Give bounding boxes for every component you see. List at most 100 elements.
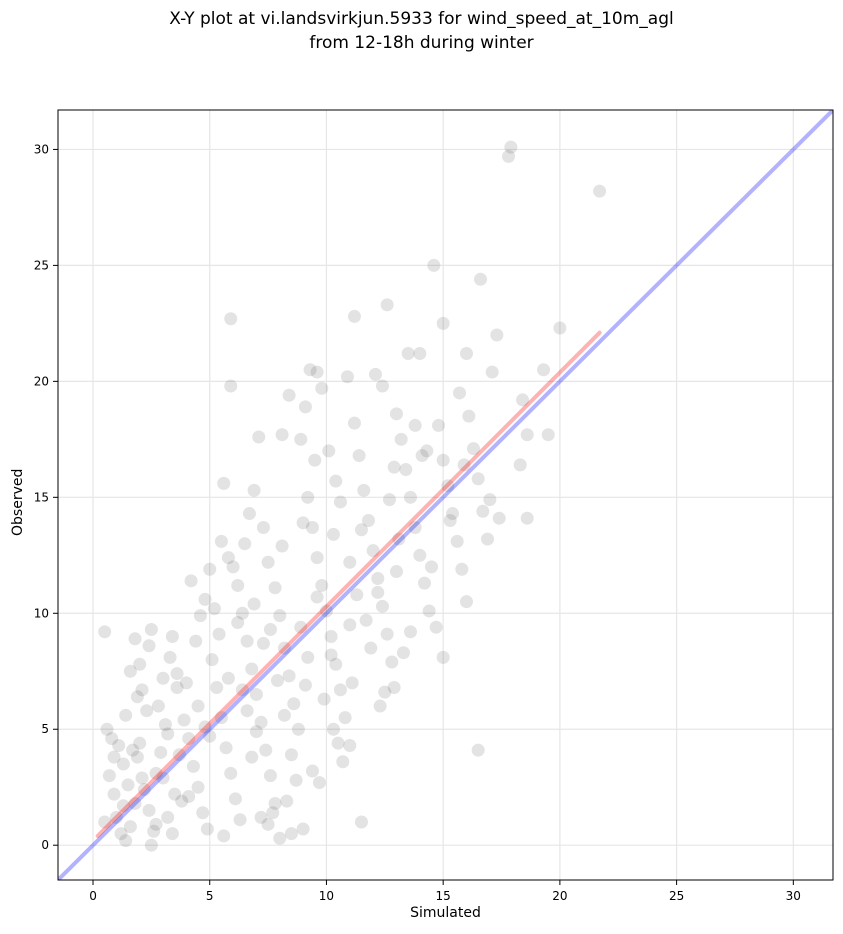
x-tick-label: 25 — [669, 889, 684, 903]
y-tick-label: 0 — [41, 838, 49, 852]
scatter-point — [217, 829, 231, 843]
identity-line — [58, 110, 833, 880]
scatter-point — [427, 258, 441, 272]
scatter-point — [389, 565, 403, 579]
scatter-point — [324, 648, 338, 662]
scatter-points — [98, 140, 607, 852]
scatter-point — [436, 453, 450, 467]
scatter-point — [235, 683, 249, 697]
scatter-point — [240, 704, 254, 718]
scatter-point — [455, 562, 469, 576]
scatter-point — [371, 571, 385, 585]
scatter-point — [460, 347, 474, 361]
scatter-point — [144, 838, 158, 852]
y-tick-label: 15 — [34, 490, 49, 504]
scatter-point — [128, 796, 142, 810]
scatter-point — [137, 783, 151, 797]
scatter-point — [158, 718, 172, 732]
scatter-point — [175, 794, 189, 808]
scatter-point — [114, 827, 128, 841]
scatter-point — [541, 428, 555, 442]
scatter-point — [467, 442, 481, 456]
scatter-point — [343, 738, 357, 752]
scatter-point — [133, 736, 147, 750]
scatter-point — [366, 544, 380, 558]
scatter-point — [485, 365, 499, 379]
scatter-point — [224, 312, 238, 326]
scatter-point — [492, 511, 506, 525]
scatter-point — [333, 683, 347, 697]
scatter-point — [436, 316, 450, 330]
scatter-point — [308, 453, 322, 467]
x-tick-label: 15 — [436, 889, 451, 903]
scatter-point — [301, 490, 315, 504]
scatter-point — [371, 585, 385, 599]
scatter-point — [322, 444, 336, 458]
scatter-point — [98, 815, 112, 829]
scatter-point — [354, 523, 368, 537]
scatter-point — [347, 416, 361, 430]
scatter-point — [287, 697, 301, 711]
scatter-point — [303, 363, 317, 377]
scatter-point — [130, 750, 144, 764]
scatter-point — [228, 792, 242, 806]
scatter-point — [149, 817, 163, 831]
scatter-point — [476, 504, 490, 518]
scatter-point — [165, 827, 179, 841]
y-axis-label: Observed — [10, 468, 26, 536]
scatter-point — [424, 560, 438, 574]
scatter-point — [119, 708, 133, 722]
scatter-point — [301, 650, 315, 664]
scatter-point — [210, 681, 224, 694]
scatter-point — [389, 407, 403, 421]
x-tick-label: 5 — [206, 889, 214, 903]
scatter-point — [298, 400, 312, 414]
scatter-point — [474, 272, 488, 286]
scatter-point — [198, 720, 212, 734]
scatter-point — [593, 184, 607, 198]
scatter-point — [429, 620, 443, 634]
scatter-point — [343, 555, 357, 569]
scatter-point — [130, 690, 144, 704]
scatter-point — [443, 514, 457, 528]
scatter-point — [119, 834, 133, 848]
scatter-point — [254, 715, 268, 729]
scatter-point — [247, 483, 261, 497]
scatter-point — [191, 780, 205, 794]
scatter-point — [224, 379, 238, 393]
scatter-point — [182, 790, 196, 804]
scatter-point — [343, 618, 357, 632]
scatter-point — [156, 671, 170, 685]
x-tick-label: 20 — [552, 889, 567, 903]
scatter-point — [359, 613, 373, 627]
scatter-point — [457, 458, 471, 472]
scatter-point — [347, 309, 361, 323]
scatter-point — [326, 527, 340, 541]
scatter-point — [392, 532, 406, 546]
scatter-point — [191, 699, 205, 713]
scatter-point — [135, 683, 149, 697]
scatter-point — [394, 432, 408, 446]
scatter-point — [261, 817, 275, 831]
scatter-point — [217, 476, 231, 490]
scatter-point — [245, 750, 259, 764]
scatter-point — [172, 748, 186, 762]
scatter-point — [436, 650, 450, 664]
scatter-point — [329, 474, 343, 488]
scatter-point — [149, 766, 163, 780]
scatter-point — [203, 729, 217, 743]
scatter-point — [275, 428, 289, 442]
scatter-point — [284, 748, 298, 762]
scatter-point — [238, 537, 252, 551]
scatter-point — [263, 623, 277, 637]
scatter-point — [382, 493, 396, 507]
scatter-point — [420, 444, 434, 458]
y-tick-label: 30 — [34, 142, 49, 156]
scatter-point — [177, 713, 191, 727]
scatter-point — [408, 520, 422, 534]
scatter-point — [502, 149, 516, 163]
scatter-point — [291, 722, 305, 736]
scatter-point — [483, 493, 497, 507]
scatter-point — [221, 551, 235, 565]
